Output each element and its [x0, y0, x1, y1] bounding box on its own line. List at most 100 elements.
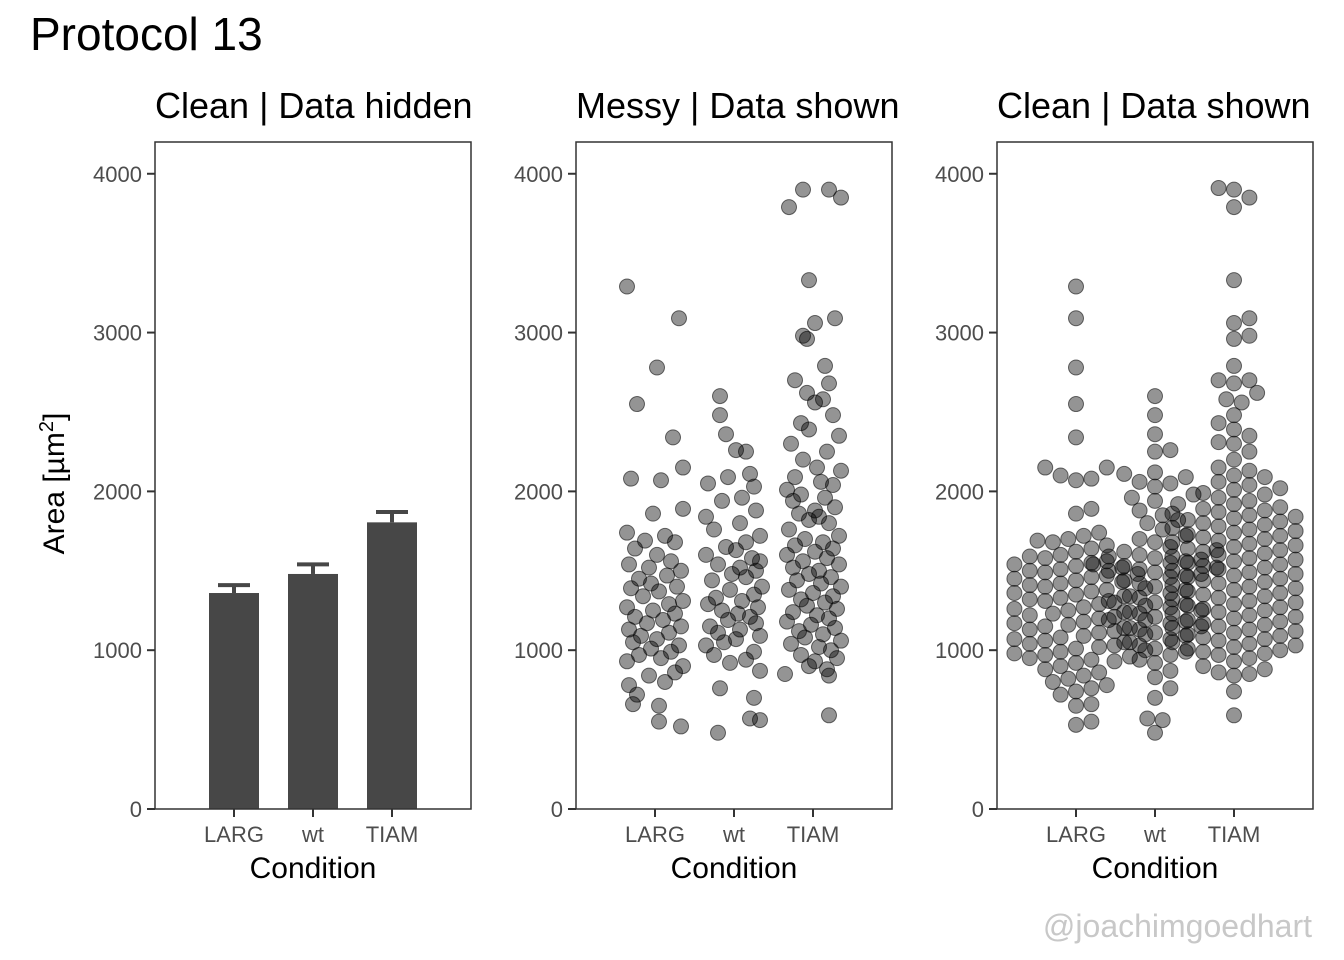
data-point: [793, 591, 809, 608]
x-tick-label: wt: [722, 822, 745, 847]
data-point: [1083, 680, 1100, 697]
data-point: [1226, 581, 1242, 598]
data-point: [1083, 569, 1100, 586]
data-point: [651, 697, 667, 714]
y-tick-label: 2000: [514, 479, 563, 504]
data-point: [1210, 646, 1227, 663]
data-point: [1287, 594, 1304, 611]
data-point: [1083, 651, 1100, 668]
data-point: [1287, 623, 1304, 640]
data-point: [1241, 666, 1258, 683]
data-point: [1021, 562, 1038, 579]
data-point: [752, 712, 768, 729]
data-point: [825, 407, 841, 424]
data-point: [1287, 637, 1304, 654]
data-point: [1226, 435, 1242, 452]
data-point: [1241, 189, 1258, 206]
data-point: [1006, 585, 1023, 602]
data-point: [1241, 650, 1258, 667]
data-point: [641, 667, 657, 684]
data-point: [1068, 505, 1084, 522]
data-point: [1226, 707, 1242, 724]
data-point: [1226, 538, 1242, 555]
data-point: [821, 610, 837, 627]
y-tick-label: 4000: [93, 162, 142, 187]
data-point: [821, 181, 837, 198]
data-point: [825, 540, 841, 557]
data-point: [821, 667, 837, 684]
data-point: [1060, 602, 1077, 619]
data-point: [1083, 696, 1100, 713]
data-point: [1083, 583, 1100, 600]
data-point: [783, 635, 799, 652]
data-point: [1052, 658, 1069, 675]
data-point: [1052, 546, 1069, 563]
data-point: [1226, 467, 1242, 484]
data-point: [1241, 621, 1258, 638]
data-point: [1075, 527, 1092, 544]
data-point: [1241, 550, 1258, 567]
data-point: [1241, 535, 1258, 552]
data-point: [1179, 569, 1196, 586]
data-point: [1037, 459, 1054, 476]
data-point: [777, 666, 793, 683]
data-point: [752, 553, 768, 570]
data-point: [752, 527, 768, 544]
data-point: [1147, 388, 1163, 405]
data-point: [633, 627, 649, 644]
data-point: [1162, 475, 1179, 492]
data-point: [1164, 619, 1181, 636]
data-point: [1210, 618, 1227, 635]
watermark: @joachimgoedhart: [1042, 908, 1312, 944]
data-point: [1083, 713, 1100, 730]
data-point: [1068, 310, 1084, 327]
data-point: [1241, 427, 1258, 444]
data-point: [722, 654, 738, 671]
data-point: [1021, 650, 1038, 667]
data-point: [1121, 634, 1138, 651]
data-point: [1164, 519, 1181, 536]
x-tick-label: LARG: [204, 822, 264, 847]
data-point: [1226, 510, 1242, 527]
data-point: [1147, 624, 1163, 641]
data-point: [623, 470, 639, 487]
panel-title: Messy | Data shown: [576, 85, 899, 126]
data-point: [1131, 531, 1148, 548]
y-tick-label: 2000: [93, 479, 142, 504]
data-point: [1241, 521, 1258, 538]
data-point: [1256, 645, 1273, 662]
data-point: [1147, 426, 1163, 443]
data-point: [742, 710, 758, 727]
data-point: [728, 542, 744, 559]
data-point: [1272, 627, 1289, 644]
data-point: [621, 556, 637, 573]
data-point: [1044, 673, 1061, 690]
data-point: [809, 459, 825, 476]
data-point: [649, 546, 665, 563]
data-point: [700, 596, 716, 613]
data-point: [714, 602, 730, 619]
data-point: [785, 604, 801, 621]
data-point: [1068, 472, 1084, 489]
data-point: [1021, 548, 1038, 565]
data-point: [1147, 594, 1163, 611]
data-point: [1147, 464, 1163, 481]
data-point: [663, 643, 679, 660]
data-point: [1179, 540, 1196, 557]
data-point: [722, 581, 738, 598]
data-point: [1006, 570, 1023, 587]
figure-title: Protocol 13: [30, 8, 263, 60]
data-point: [1052, 629, 1069, 646]
data-point: [730, 605, 746, 622]
data-point: [1195, 515, 1212, 532]
data-point: [1147, 478, 1163, 495]
panel-title: Clean | Data shown: [997, 85, 1311, 126]
data-point: [1233, 394, 1250, 411]
data-point: [783, 435, 799, 452]
data-point: [623, 580, 639, 597]
x-tick-label: TIAM: [787, 822, 840, 847]
data-point: [1256, 516, 1273, 533]
data-point: [1068, 429, 1084, 446]
data-point: [1210, 604, 1227, 621]
data-point: [1256, 631, 1273, 648]
